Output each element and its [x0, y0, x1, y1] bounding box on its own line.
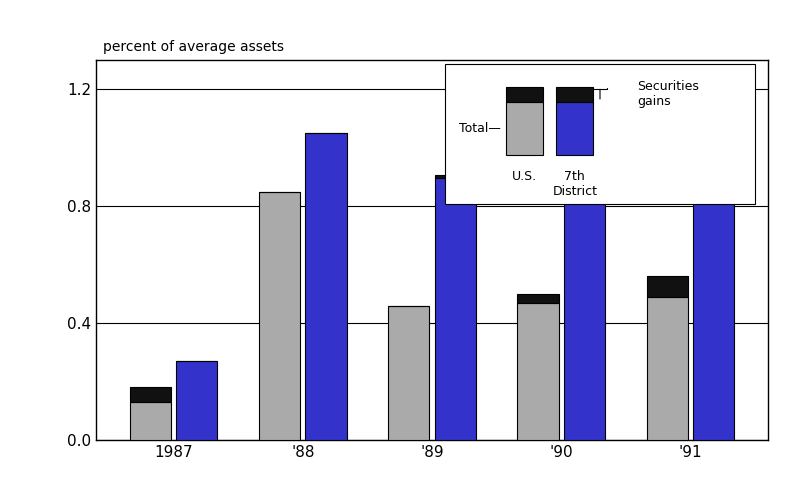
Bar [176, 361, 218, 440]
Bar [259, 192, 300, 440]
Bar [506, 86, 543, 102]
Bar [564, 200, 605, 440]
Bar [646, 276, 688, 297]
Text: percent of average assets: percent of average assets [102, 40, 284, 54]
Bar [506, 102, 543, 155]
Text: Total—: Total— [459, 122, 501, 135]
Bar [693, 183, 734, 194]
Bar [306, 133, 346, 440]
Bar [518, 294, 558, 302]
Bar [556, 102, 594, 155]
Bar [693, 194, 734, 440]
Bar [130, 402, 171, 440]
Bar [646, 297, 688, 440]
FancyBboxPatch shape [446, 64, 754, 204]
Text: Securities
gains: Securities gains [637, 80, 699, 108]
Bar [434, 178, 476, 440]
Bar [130, 388, 171, 402]
Bar [518, 302, 558, 440]
Text: U.S.: U.S. [512, 170, 537, 183]
Bar [434, 176, 476, 178]
Bar [556, 86, 594, 102]
Bar [388, 306, 430, 440]
Text: 7th
District: 7th District [552, 170, 598, 198]
